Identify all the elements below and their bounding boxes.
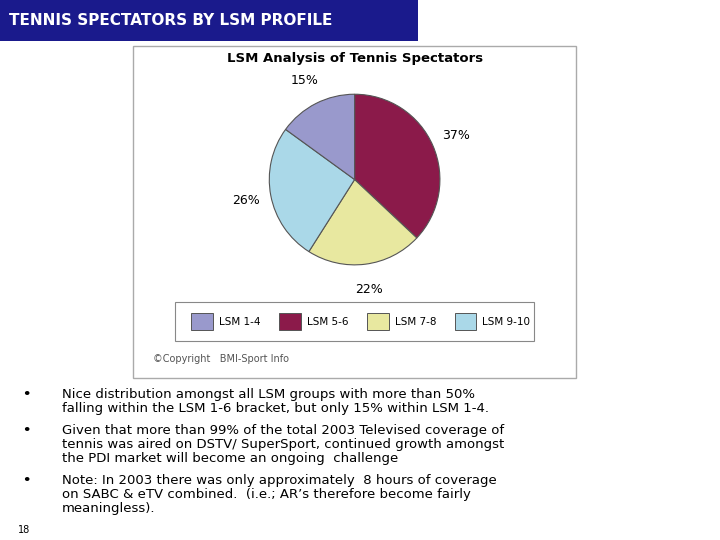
Bar	[175, 302, 534, 341]
Title: LSM Analysis of Tennis Spectators: LSM Analysis of Tennis Spectators	[227, 52, 482, 65]
Wedge shape	[354, 94, 440, 238]
Text: Given that more than 99% of the total 2003 Televised coverage of: Given that more than 99% of the total 20…	[62, 424, 504, 437]
Text: •: •	[22, 388, 30, 401]
Text: falling within the LSM 1-6 bracket, but only 15% within LSM 1-4.: falling within the LSM 1-6 bracket, but …	[62, 402, 489, 415]
Text: LSM 5-6: LSM 5-6	[307, 316, 348, 327]
Text: tennis was aired on DSTV/ SuperSport, continued growth amongst: tennis was aired on DSTV/ SuperSport, co…	[62, 438, 504, 451]
Bar	[279, 313, 301, 330]
Text: TENNIS SPECTATORS BY LSM PROFILE: TENNIS SPECTATORS BY LSM PROFILE	[9, 13, 332, 28]
Wedge shape	[286, 94, 355, 179]
Text: LSM 1-4: LSM 1-4	[219, 316, 260, 327]
Text: on SABC & eTV combined.  (i.e.; AR’s therefore become fairly: on SABC & eTV combined. (i.e.; AR’s ther…	[62, 488, 471, 501]
Text: Note: In 2003 there was only approximately  8 hours of coverage: Note: In 2003 there was only approximate…	[62, 474, 497, 487]
Bar	[454, 313, 477, 330]
Wedge shape	[309, 179, 417, 265]
Text: •: •	[22, 424, 30, 437]
Text: ©Copyright   BMI-Sport Info: ©Copyright BMI-Sport Info	[153, 354, 289, 364]
Wedge shape	[269, 130, 355, 252]
Text: the PDI market will become an ongoing  challenge: the PDI market will become an ongoing ch…	[62, 452, 398, 465]
Text: 15%: 15%	[290, 74, 318, 87]
Text: Nice distribution amongst all LSM groups with more than 50%: Nice distribution amongst all LSM groups…	[62, 388, 475, 401]
Text: 22%: 22%	[355, 283, 382, 296]
Text: 26%: 26%	[232, 194, 259, 207]
Text: meaningless).: meaningless).	[62, 502, 156, 515]
Text: LSM 9-10: LSM 9-10	[482, 316, 531, 327]
Text: 37%: 37%	[443, 129, 470, 142]
Bar	[366, 313, 389, 330]
Text: •: •	[22, 474, 30, 487]
Bar	[0, 0, 418, 40]
Text: LSM 7-8: LSM 7-8	[395, 316, 436, 327]
Bar	[191, 313, 212, 330]
Text: 18: 18	[18, 525, 30, 535]
